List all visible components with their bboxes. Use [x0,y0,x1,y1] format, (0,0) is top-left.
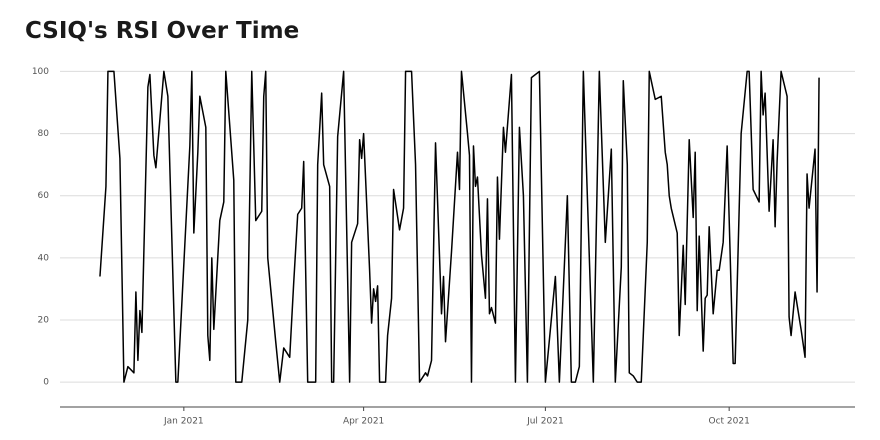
y-tick-label: 60 [38,191,50,201]
y-tick-label: 20 [38,316,50,326]
y-tick-label: 80 [38,129,50,139]
x-tick-label: Apr 2021 [343,417,384,427]
chart-title: CSIQ's RSI Over Time [25,18,299,44]
x-tick-label: Jul 2021 [526,417,564,427]
x-tick-label: Oct 2021 [708,417,749,427]
y-tick-label: 100 [32,67,49,77]
rsi-line [99,70,820,383]
y-tick-label: 40 [38,253,50,263]
y-tick-label: 0 [43,378,49,388]
x-tick-label: Jan 2021 [163,417,204,427]
